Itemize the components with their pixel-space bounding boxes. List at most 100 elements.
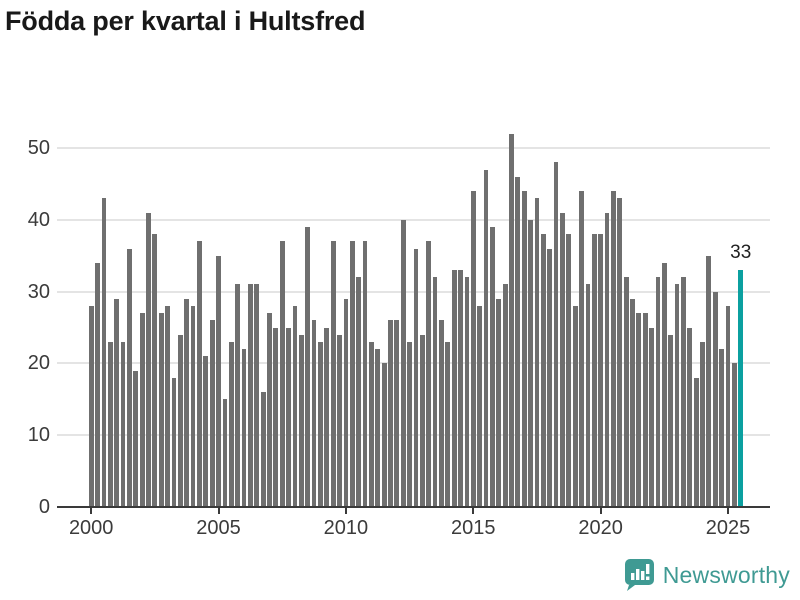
gridline [57, 147, 770, 149]
x-axis-tick [727, 508, 729, 514]
bar [337, 334, 342, 507]
bar [330, 241, 336, 507]
bar [413, 248, 419, 507]
bar [248, 284, 253, 507]
bar [318, 341, 323, 507]
bar [152, 234, 158, 507]
bar [388, 320, 393, 507]
gridline [57, 290, 770, 293]
highlighted-bar [738, 270, 744, 507]
bar [324, 327, 330, 507]
bar [158, 313, 164, 507]
x-axis-label: 2005 [196, 517, 241, 539]
bar [477, 305, 483, 507]
logo-exclamation-stem [645, 564, 650, 574]
bar [171, 377, 177, 507]
y-axis-label: 40 [27, 208, 50, 231]
bar [127, 248, 132, 507]
bar [146, 212, 151, 507]
bar [107, 341, 113, 507]
y-axis-label: 50 [27, 137, 50, 159]
newsworthy-logo-icon [624, 559, 654, 591]
bar [209, 320, 215, 507]
x-axis-line [57, 506, 770, 508]
bar [298, 334, 304, 507]
bar [114, 298, 120, 507]
bar [216, 255, 221, 507]
y-axis-label: 10 [27, 424, 50, 447]
bar [190, 305, 196, 507]
bar [177, 334, 183, 507]
bar [203, 356, 209, 507]
bar [381, 363, 387, 507]
bar [458, 270, 463, 507]
bar [95, 262, 100, 507]
logo-bar-medium [640, 571, 645, 580]
bar [133, 370, 139, 507]
bar [540, 234, 546, 507]
bar [649, 327, 654, 507]
bar [725, 305, 731, 507]
bar [553, 162, 559, 507]
bar [254, 284, 260, 507]
bar [515, 176, 521, 507]
y-axis-label: 0 [38, 496, 50, 518]
bar [88, 305, 94, 507]
bar [222, 399, 228, 507]
bar [439, 320, 444, 507]
bar [534, 198, 540, 507]
bar [375, 349, 381, 507]
bar [241, 349, 247, 507]
bar [496, 298, 502, 507]
bar [560, 212, 565, 507]
bar [681, 277, 686, 507]
bar [502, 284, 508, 507]
bar [286, 327, 291, 507]
bar [260, 392, 266, 507]
bar [604, 212, 610, 507]
bar [349, 241, 355, 507]
bar [636, 313, 642, 507]
bar [547, 248, 553, 507]
bar [273, 327, 279, 507]
gridline [57, 218, 770, 221]
bar [464, 277, 470, 507]
bar [235, 284, 241, 507]
bar [165, 305, 170, 507]
bar [407, 341, 412, 507]
bar [394, 320, 400, 507]
bar [674, 284, 680, 507]
bar [139, 313, 145, 507]
bar [400, 219, 406, 507]
bar [228, 341, 234, 507]
bar [598, 234, 604, 507]
bar [566, 234, 572, 507]
bar [267, 313, 272, 507]
gridline [57, 362, 770, 365]
bar [470, 191, 476, 507]
bar [356, 277, 362, 507]
bar [579, 191, 584, 507]
bar [572, 305, 578, 507]
bar [120, 341, 126, 507]
bar [445, 341, 451, 507]
brand-name: Newsworthy [662, 561, 790, 588]
bar [700, 341, 705, 507]
bar [197, 241, 202, 507]
x-axis-label: 2020 [578, 517, 623, 539]
bar [719, 349, 725, 507]
bar [419, 334, 425, 507]
bar [292, 305, 298, 507]
bar [693, 377, 699, 507]
logo-bar-small [630, 573, 635, 580]
x-axis-tick [599, 508, 602, 514]
x-axis-label: 2015 [451, 517, 496, 539]
bar [655, 277, 661, 507]
bar [521, 191, 527, 507]
y-axis-label: 20 [27, 352, 50, 375]
bar [630, 298, 635, 507]
x-axis-tick [472, 508, 475, 514]
x-axis-tick [90, 508, 93, 514]
